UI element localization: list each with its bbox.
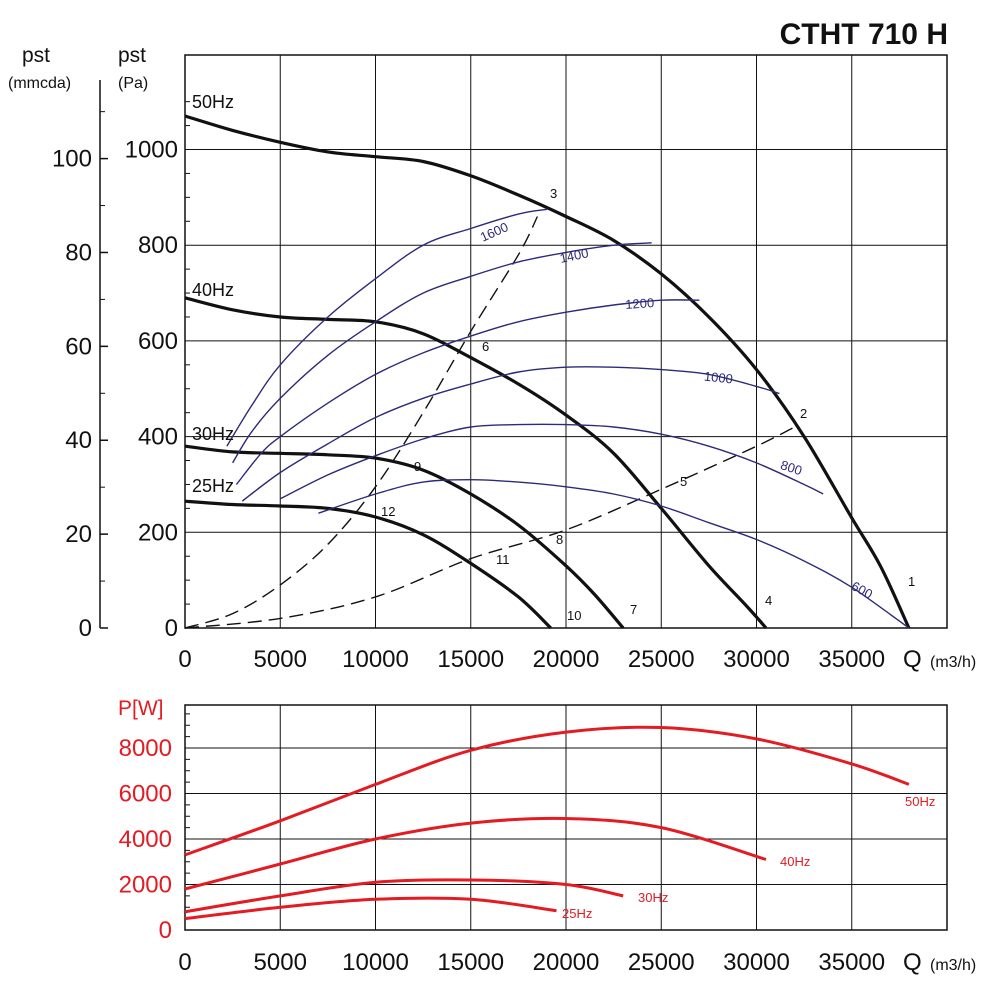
lower-x-tick: 25000 <box>628 949 695 976</box>
operating-point-9: 9 <box>414 459 421 474</box>
rpm-label-1600: 1600 <box>478 219 511 244</box>
upper-y-tick-mm: 0 <box>79 615 92 642</box>
rpm-curve-1400 <box>232 242 652 464</box>
upper-y-tick-pa: 600 <box>138 328 178 355</box>
fan-curve-30hz <box>184 444 625 630</box>
rpm-label-1400: 1400 <box>558 245 589 266</box>
lower-x-tick: 0 <box>178 949 191 976</box>
power-label-30hz: 30Hz <box>638 890 668 905</box>
y-axis-inner-unit: (Pa) <box>118 75 148 92</box>
operating-point-4: 4 <box>765 593 772 608</box>
system-curve <box>184 426 795 629</box>
rpm-curve-1000 <box>241 366 780 502</box>
operating-point-3: 3 <box>550 186 557 201</box>
upper-x-tick: 10000 <box>342 646 409 673</box>
system-curve <box>184 216 539 629</box>
upper-x-tick: 5000 <box>254 646 307 673</box>
rpm-curve-1600 <box>226 208 548 447</box>
power-curve-50hz <box>184 725 910 857</box>
upper-y-tick-pa: 200 <box>138 519 178 546</box>
rpm-label-800: 800 <box>779 457 804 478</box>
power-axis-label: P[W] <box>118 697 164 720</box>
y-axis-inner-name: pst <box>118 44 146 67</box>
upper-x-axis-unit: (m3/h) <box>930 654 976 671</box>
upper-y-tick-mm: 60 <box>65 333 92 360</box>
power-curve-40hz <box>184 816 767 891</box>
rpm-curve-600 <box>318 478 910 629</box>
operating-point-12: 12 <box>381 504 395 519</box>
y-axis-outer-unit: (mmcda) <box>8 75 71 92</box>
upper-y-tick-mm: 100 <box>52 146 92 173</box>
curve-label-25hz: 25Hz <box>192 476 234 496</box>
lower-y-tick: 0 <box>159 917 172 944</box>
y-axis-outer-name: pst <box>22 44 50 67</box>
chart-title: CTHT 710 H <box>780 18 948 51</box>
operating-point-6: 6 <box>482 339 489 354</box>
upper-series <box>184 114 911 630</box>
lower-x-axis-unit: (m3/h) <box>930 957 976 974</box>
upper-y-tick-pa: 0 <box>165 615 178 642</box>
upper-y-tick-pa: 800 <box>138 232 178 259</box>
upper-y-tick-mm: 20 <box>65 521 92 548</box>
operating-point-10: 10 <box>567 608 581 623</box>
operating-point-11: 11 <box>496 552 510 567</box>
lower-x-tick: 30000 <box>723 949 790 976</box>
chart-labels: 50Hz40Hz30Hz25Hz123456789101112160014001… <box>192 92 935 921</box>
fan-curve-50hz <box>184 114 911 629</box>
upper-x-tick: 20000 <box>533 646 600 673</box>
rpm-curve-1200 <box>235 299 700 485</box>
power-label-40hz: 40Hz <box>780 854 810 869</box>
upper-y-tick-mm: 80 <box>65 239 92 266</box>
upper-y-tick-pa: 400 <box>138 424 178 451</box>
lower-y-tick: 6000 <box>119 781 172 808</box>
lower-y-tick: 8000 <box>119 735 172 762</box>
upper-x-tick: 15000 <box>437 646 504 673</box>
power-label-25hz: 25Hz <box>562 906 592 921</box>
operating-point-7: 7 <box>630 602 637 617</box>
operating-point-1: 1 <box>908 574 915 589</box>
power-label-50hz: 50Hz <box>905 794 935 809</box>
operating-point-8: 8 <box>556 532 563 547</box>
operating-point-2: 2 <box>800 406 807 421</box>
upper-x-axis-name: Q <box>903 646 922 673</box>
operating-point-5: 5 <box>680 474 687 489</box>
fan-curve-25hz <box>184 499 552 630</box>
curve-label-30hz: 30Hz <box>192 424 234 444</box>
lower-x-tick: 10000 <box>342 949 409 976</box>
lower-x-tick: 5000 <box>254 949 307 976</box>
upper-y-tick-pa: 1000 <box>125 137 178 164</box>
lower-y-tick: 4000 <box>119 826 172 853</box>
upper-grid: 0 5000 10000 15000 20000 25000 30000 3500002004… <box>52 54 976 673</box>
power-curve-30hz <box>184 878 624 914</box>
lower-grid: 0 5000 10000 15000 20000 25000 30000 35000 0 2000… <box>119 704 976 976</box>
upper-x-tick: 35000 <box>818 646 885 673</box>
lower-x-tick: 20000 <box>533 949 600 976</box>
rpm-curve-800 <box>279 423 824 500</box>
lower-series <box>184 725 910 921</box>
upper-y-tick-mm: 40 <box>65 427 92 454</box>
curve-label-50hz: 50Hz <box>192 92 234 112</box>
upper-x-tick: 0 <box>178 646 191 673</box>
rpm-label-1200: 1200 <box>625 295 655 312</box>
upper-x-tick: 25000 <box>628 646 695 673</box>
power-curve-25hz <box>184 896 557 921</box>
lower-x-tick: 15000 <box>437 949 504 976</box>
fan-curve-40hz <box>184 296 768 630</box>
rpm-label-600: 600 <box>849 578 875 601</box>
curve-label-40hz: 40Hz <box>192 280 234 300</box>
lower-x-tick: 35000 <box>818 949 885 976</box>
lower-x-axis-name: Q <box>903 949 922 976</box>
upper-x-tick: 30000 <box>723 646 790 673</box>
lower-y-tick: 2000 <box>119 872 172 899</box>
rpm-label-1000: 1000 <box>703 369 733 387</box>
